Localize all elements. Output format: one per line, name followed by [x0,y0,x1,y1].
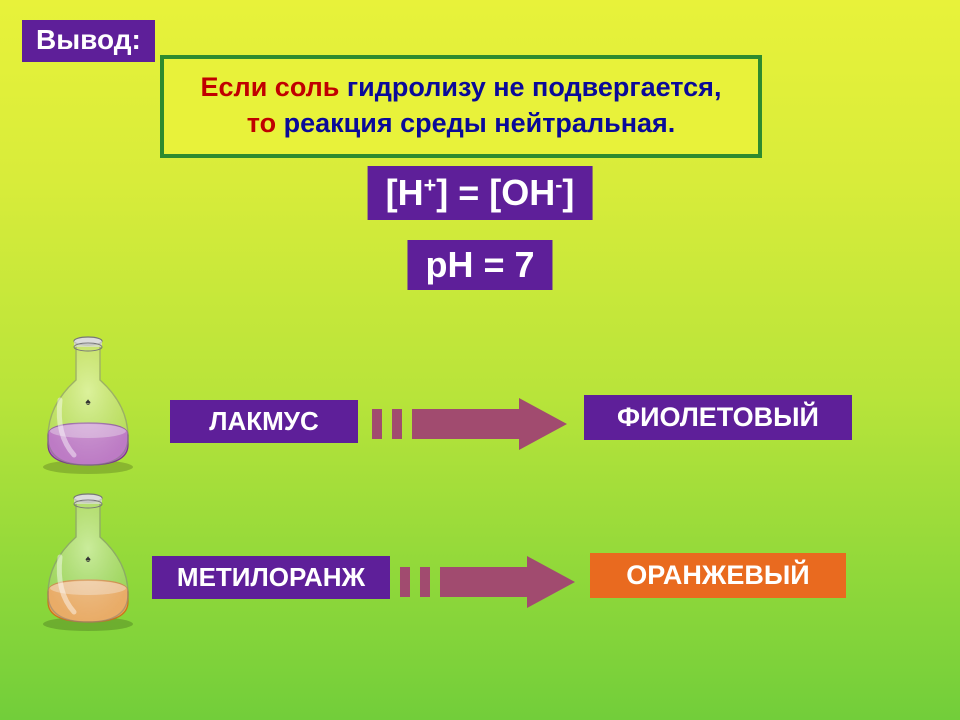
statement-line1-prefix: Если соль [201,72,347,102]
arrow-1 [400,556,575,613]
ph-box: рН = 7 [407,240,552,290]
statement-line2-suffix: . [668,108,676,138]
flask-icon: ♠ [28,325,148,475]
statement-line1-emph: гидролизу не подвергается [347,72,714,102]
flask-1: ♠ [28,482,148,632]
equation-box: [H+] = [OH-] [368,166,593,220]
arrow-0 [372,398,567,455]
statement-line1-suffix: , [714,72,722,102]
result-label-1: ОРАНЖЕВЫЙ [590,553,846,598]
indicator-label-1: МЕТИЛОРАНЖ [152,556,390,599]
arrow-icon [372,398,567,450]
svg-text:♠: ♠ [85,554,91,565]
indicator-label-0: ЛАКМУС [170,400,358,443]
statement-box: Если соль гидролизу не подвергается, то … [160,55,762,158]
svg-text:♠: ♠ [85,397,91,408]
result-label-0: ФИОЛЕТОВЫЙ [584,395,852,440]
flask-icon: ♠ [28,482,148,632]
statement-line2-emph: реакция среды нейтральная [284,108,668,138]
flask-0: ♠ [28,325,148,475]
arrow-icon [400,556,575,608]
statement-line2-prefix: то [247,108,284,138]
header-badge: Вывод: [22,20,155,62]
